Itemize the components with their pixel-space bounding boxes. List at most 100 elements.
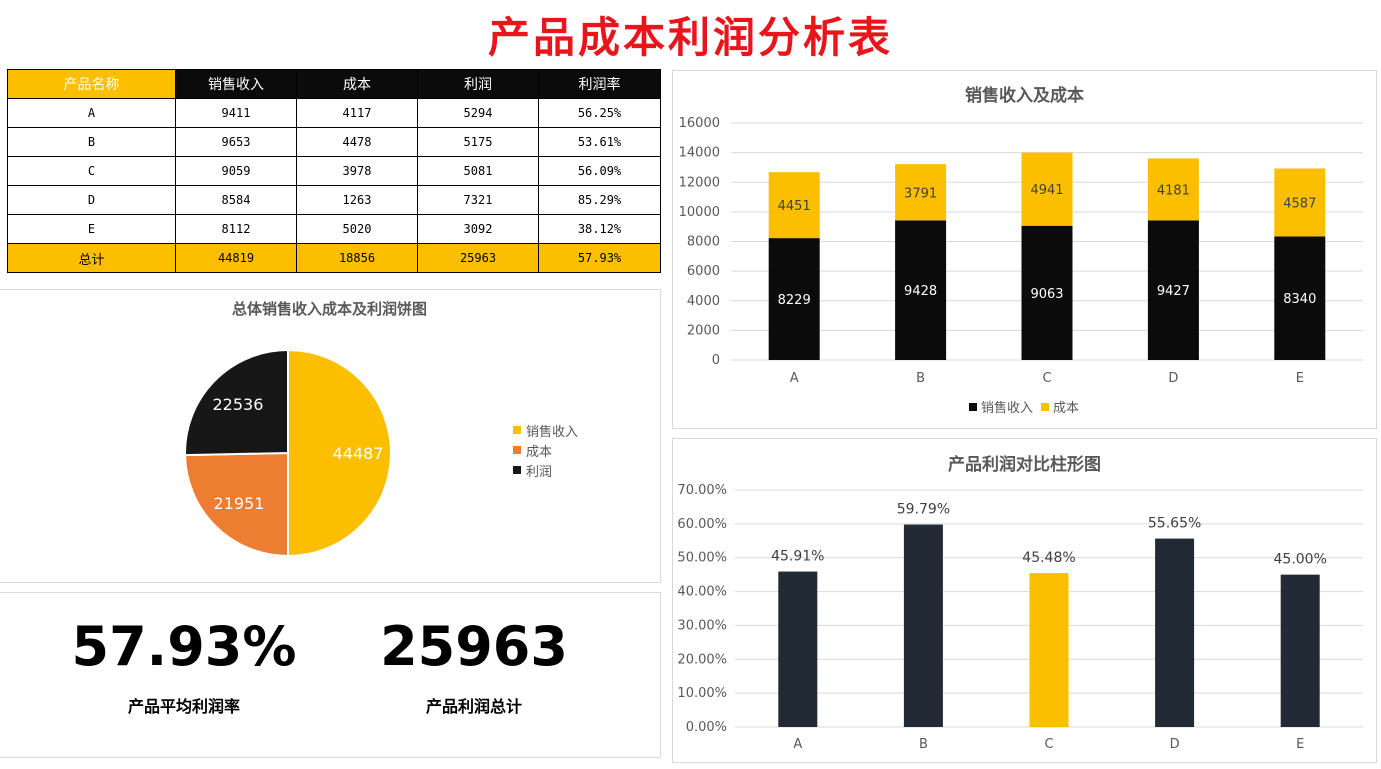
table-cell: C [7,156,176,186]
legend-swatch [513,466,521,474]
table-cell: D [7,185,176,215]
bar-value-label: 45.91% [771,549,824,565]
y-tick-label: 12000 [679,175,720,190]
stacked-bar-segment [768,238,820,360]
profit-bar [1029,573,1069,727]
pie-slice [184,451,289,558]
table-cell: 9059 [175,156,297,186]
pie-slice [287,348,392,558]
legend-label: 销售收入 [981,400,1033,416]
table-header-row: 产品名称 销售收入 成本 利润 利润率 [7,69,661,99]
table-cell: 4478 [296,127,418,157]
table-cell: 85.29% [538,185,661,215]
bar-value-label: 3791 [904,186,937,201]
table-cell: A [7,98,176,128]
y-tick-label: 0.00% [686,720,727,735]
table-cell: 1263 [296,185,418,215]
bar-value-label: 59.79% [897,502,950,518]
pie-value-label: 22536 [213,395,264,414]
legend-item: 利润 [513,460,578,480]
table-cell: 25963 [417,243,539,273]
stacked-bar-segment [1147,220,1199,360]
pie-chart: 44487 21951 22536 [184,348,392,558]
stacked-bar-segment [1021,152,1073,226]
y-tick-label: 6000 [687,264,720,279]
table-cell: 4117 [296,98,418,128]
legend-swatch [1041,403,1049,411]
bar-value-label: 8340 [1283,292,1316,307]
y-tick-label: 50.00% [677,551,727,566]
legend-item: 销售收入 [513,420,578,440]
table-cell: 总计 [7,243,176,273]
chart-title: 产品利润对比柱形图 [948,455,1101,475]
bar-value-label: 4181 [1157,183,1190,198]
x-tick-label: D [1170,737,1180,752]
column-header: 利润 [417,69,539,99]
pie-legend: 销售收入 成本 利润 [513,420,578,480]
stacked-bar-segment [768,172,820,239]
y-tick-label: 20.00% [677,652,727,667]
pie-value-label: 44487 [333,444,384,463]
column-header: 利润率 [538,69,661,99]
stacked-bar-segment [895,220,947,360]
table-cell: 5081 [417,156,539,186]
table-cell: 57.93% [538,243,661,273]
table-cell: 9653 [175,127,297,157]
avg-margin-value: 57.93% [71,615,297,678]
total-profit-label: 产品利润总计 [425,697,522,716]
table-cell: 5020 [296,214,418,244]
table-cell: 8112 [175,214,297,244]
table-cell: E [7,214,176,244]
table-cell: 3092 [417,214,539,244]
bar-value-label: 45.48% [1022,550,1075,566]
table-cell: 38.12% [538,214,661,244]
bar-value-label: 8229 [778,293,811,308]
x-tick-label: B [919,737,928,752]
y-tick-label: 10000 [679,205,720,220]
bar-value-label: 55.65% [1148,516,1201,532]
table-cell: 3978 [296,156,418,186]
legend-label: 利润 [526,464,553,480]
y-tick-label: 4000 [687,294,720,309]
table-cell: 56.25% [538,98,661,128]
legend-label: 销售收入 [526,424,579,440]
table-cell: 44819 [175,243,297,273]
stacked-bar-segment [1274,236,1326,360]
profit-margin-bar-chart: 0.00% 10.00% 20.00% 30.00% 40.00% 50.00% 60.00… [677,483,1363,752]
pie-chart-panel: 总体销售收入成本及利润饼图 44487 21951 22536 销售收入 成本 利润 [0,289,661,583]
x-tick-label: B [916,371,925,386]
y-tick-label: 60.00% [677,517,727,532]
x-tick-label: A [793,737,802,752]
legend-swatch [513,446,521,454]
column-header: 销售收入 [175,69,297,99]
bar-value-label: 4587 [1283,196,1316,211]
table-cell: 56.09% [538,156,661,186]
stacked-bar-segment [895,164,947,221]
profit-bar [903,524,943,727]
y-tick-label: 30.00% [677,618,727,633]
legend-label: 成本 [526,444,553,460]
y-tick-label: 70.00% [677,483,727,498]
stacked-bar-chart-panel: 销售收入及成本 0 2000 4000 6000 8000 10000 12000 14000… [672,70,1377,429]
table-row: B 9653 4478 5175 53.61% [7,127,661,157]
stacked-bar-chart: 0 2000 4000 6000 8000 10000 12000 14000 16000 822… [679,116,1363,416]
x-tick-label: A [790,371,799,386]
column-header: 成本 [296,69,418,99]
column-header: 产品名称 [7,69,176,99]
table-cell: 53.61% [538,127,661,157]
bar-value-label: 4941 [1030,183,1063,198]
y-tick-label: 8000 [687,235,720,250]
legend-label: 成本 [1053,401,1079,416]
y-tick-label: 10.00% [677,686,727,701]
legend-swatch [969,403,977,411]
pie-value-label: 21951 [214,494,265,513]
kpi-panel: 57.93% 产品平均利润率 25963 产品利润总计 [0,592,661,758]
table-cell: B [7,127,176,157]
total-profit-value: 25963 [380,615,568,678]
x-tick-label: C [1042,371,1051,386]
bar-value-label: 45.00% [1274,552,1327,568]
bar-value-label: 9428 [904,284,937,299]
table-cell: 5294 [417,98,539,128]
profit-bar [778,571,818,727]
table-cell: 5175 [417,127,539,157]
